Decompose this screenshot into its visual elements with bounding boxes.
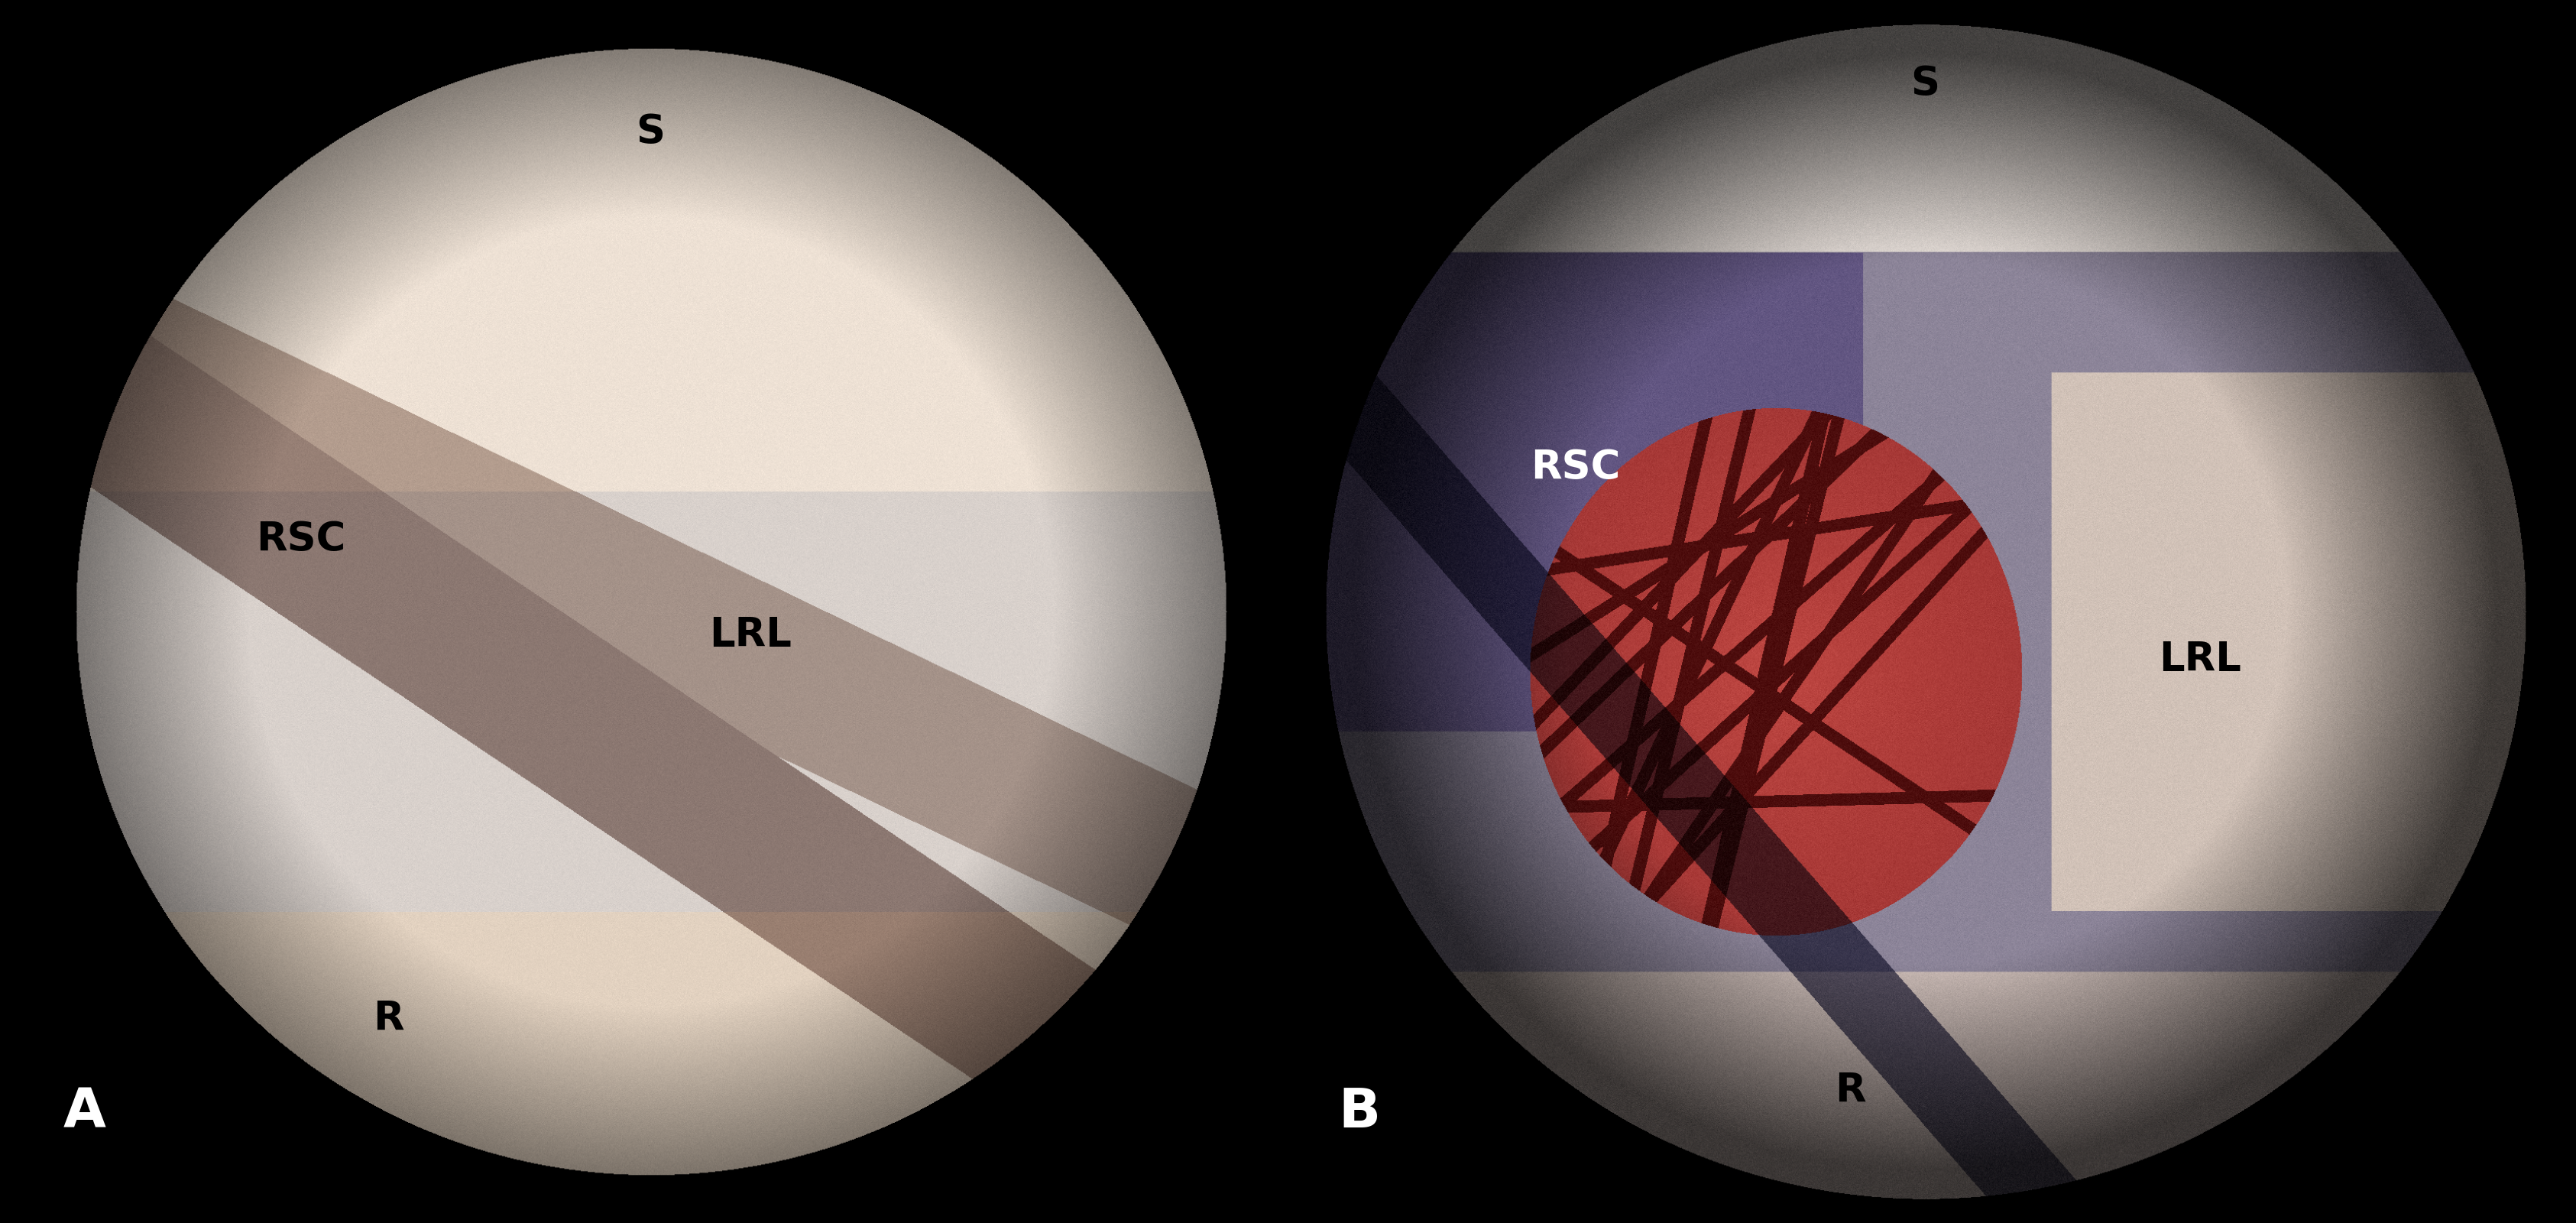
- Text: S: S: [1911, 65, 1940, 104]
- Text: LRL: LRL: [2159, 640, 2241, 679]
- Text: LRL: LRL: [708, 615, 791, 656]
- Text: R: R: [1834, 1071, 1865, 1110]
- Text: RSC: RSC: [255, 520, 345, 559]
- Text: S: S: [636, 113, 665, 152]
- Text: RSC: RSC: [1530, 448, 1620, 488]
- Text: B: B: [1337, 1086, 1381, 1139]
- Text: R: R: [374, 999, 404, 1038]
- Text: A: A: [64, 1086, 106, 1139]
